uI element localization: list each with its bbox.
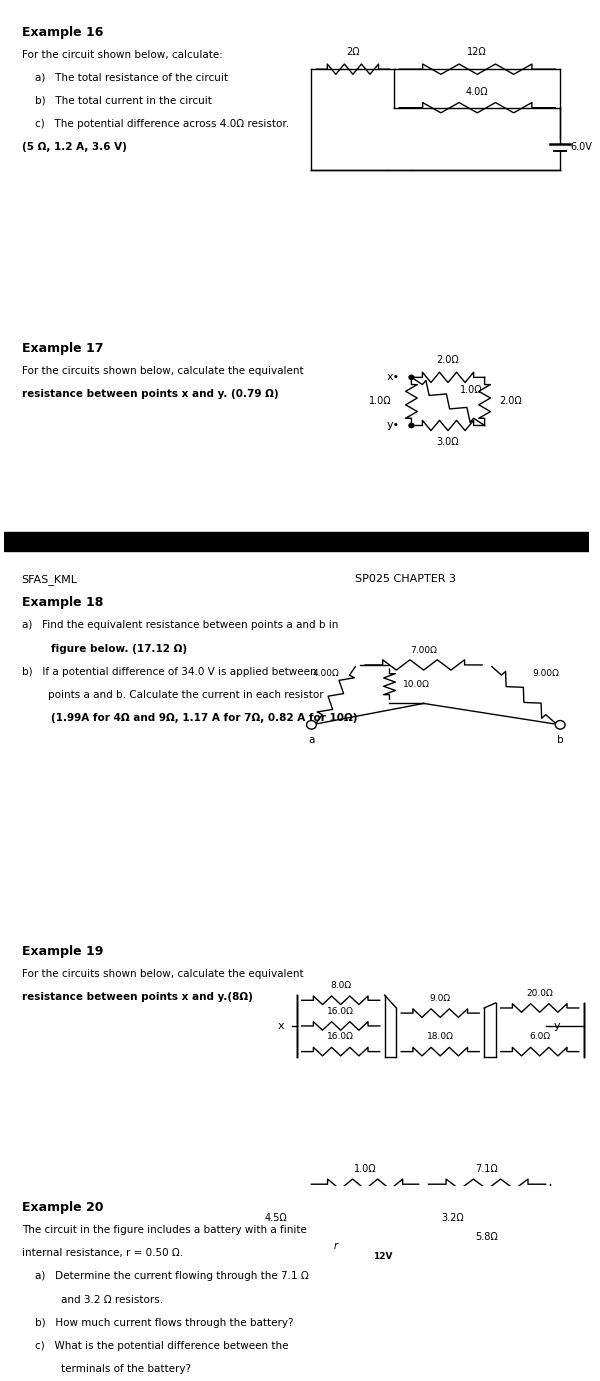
Text: c)   What is the potential difference between the: c) What is the potential difference betw… (22, 1341, 288, 1351)
Text: Example 17: Example 17 (22, 342, 103, 355)
Text: b)   The total current in the circuit: b) The total current in the circuit (22, 95, 212, 106)
Text: For the circuits shown below, calculate the equivalent: For the circuits shown below, calculate … (22, 968, 304, 979)
Text: a: a (308, 735, 314, 746)
Text: The circuit in the figure includes a battery with a finite: The circuit in the figure includes a bat… (22, 1225, 307, 1235)
Text: (5 Ω, 1.2 A, 3.6 V): (5 Ω, 1.2 A, 3.6 V) (22, 142, 127, 152)
Text: internal resistance, r = 0.50 Ω.: internal resistance, r = 0.50 Ω. (22, 1248, 183, 1258)
Text: a)   The total resistance of the circuit: a) The total resistance of the circuit (22, 73, 228, 83)
Text: figure below. (17.12 Ω): figure below. (17.12 Ω) (22, 644, 187, 653)
Text: 8.0Ω: 8.0Ω (330, 981, 351, 990)
Text: y: y (553, 1021, 560, 1032)
Text: 10.0Ω: 10.0Ω (403, 679, 430, 689)
Text: 12Ω: 12Ω (467, 47, 487, 57)
Text: 4.00Ω: 4.00Ω (313, 670, 340, 678)
FancyBboxPatch shape (328, 1240, 401, 1265)
Text: 2.0Ω: 2.0Ω (499, 396, 522, 406)
Text: points a and b. Calculate the current in each resistor: points a and b. Calculate the current in… (22, 689, 323, 700)
Text: 4.5Ω: 4.5Ω (265, 1214, 287, 1224)
Text: resistance between points x and y. (0.79 Ω): resistance between points x and y. (0.79… (22, 389, 278, 399)
Text: 12V: 12V (373, 1251, 392, 1261)
Circle shape (307, 721, 316, 729)
Text: 6.0Ω: 6.0Ω (529, 1033, 550, 1041)
Text: SFAS_KML: SFAS_KML (22, 574, 78, 586)
Text: Example 19: Example 19 (22, 945, 103, 957)
Circle shape (556, 721, 565, 729)
Text: 6.0V: 6.0V (570, 142, 592, 152)
Text: b: b (557, 735, 563, 746)
Text: 20.0Ω: 20.0Ω (526, 989, 553, 997)
Text: x•: x• (386, 373, 400, 383)
Text: and 3.2 Ω resistors.: and 3.2 Ω resistors. (22, 1294, 163, 1305)
Text: r: r (334, 1240, 338, 1251)
Text: x: x (278, 1021, 284, 1032)
Text: b)   How much current flows through the battery?: b) How much current flows through the ba… (22, 1317, 293, 1327)
Text: c)   The potential difference across 4.0Ω resistor.: c) The potential difference across 4.0Ω … (22, 119, 289, 128)
Text: For the circuits shown below, calculate the equivalent: For the circuits shown below, calculate … (22, 366, 304, 376)
Text: a)   Find the equivalent resistance between points a and b in: a) Find the equivalent resistance betwee… (22, 620, 338, 631)
Text: 16.0Ω: 16.0Ω (327, 1007, 354, 1015)
Text: Example 16: Example 16 (22, 26, 103, 39)
Text: 5.8Ω: 5.8Ω (476, 1232, 499, 1243)
Text: terminals of the battery?: terminals of the battery? (22, 1364, 191, 1374)
Text: 3.2Ω: 3.2Ω (441, 1214, 464, 1224)
Text: resistance between points x and y.(8Ω): resistance between points x and y.(8Ω) (22, 992, 253, 1001)
Text: 7.00Ω: 7.00Ω (410, 646, 437, 655)
Circle shape (409, 424, 414, 428)
Text: b)   If a potential difference of 34.0 V is applied between: b) If a potential difference of 34.0 V i… (22, 667, 316, 677)
Text: 2Ω: 2Ω (346, 47, 360, 57)
Text: 9.0Ω: 9.0Ω (430, 994, 451, 1003)
Text: Example 18: Example 18 (22, 597, 103, 609)
Text: 7.1Ω: 7.1Ω (476, 1164, 499, 1174)
Text: 9: 9 (542, 533, 550, 545)
Text: 18.0Ω: 18.0Ω (427, 1033, 454, 1041)
Text: SP025 CHAPTER 3: SP025 CHAPTER 3 (355, 574, 457, 584)
Text: 1.0Ω: 1.0Ω (354, 1164, 376, 1174)
Text: Example 20: Example 20 (22, 1201, 103, 1214)
Text: 3.0Ω: 3.0Ω (437, 438, 460, 447)
Text: 9.00Ω: 9.00Ω (532, 670, 559, 678)
Text: For the circuit shown below, calculate:: For the circuit shown below, calculate: (22, 50, 223, 59)
Text: 4.0Ω: 4.0Ω (466, 87, 488, 98)
Text: 1.0Ω: 1.0Ω (369, 396, 392, 406)
Text: 2.0Ω: 2.0Ω (437, 355, 460, 366)
Text: 1.0Ω: 1.0Ω (460, 384, 482, 395)
Bar (4, 532, 589, 551)
Text: 16.0Ω: 16.0Ω (327, 1033, 354, 1041)
Text: a)   Determine the current flowing through the 7.1 Ω: a) Determine the current flowing through… (22, 1272, 308, 1282)
Text: (1.99A for 4Ω and 9Ω, 1.17 A for 7Ω, 0.82 A for 10Ω): (1.99A for 4Ω and 9Ω, 1.17 A for 7Ω, 0.8… (22, 713, 357, 722)
Text: y•: y• (386, 420, 400, 431)
Circle shape (409, 376, 414, 380)
